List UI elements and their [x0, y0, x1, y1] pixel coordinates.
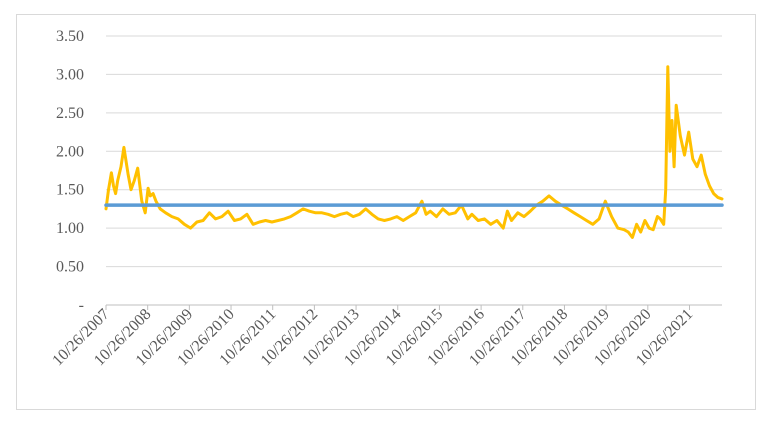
y-tick-label: 2.50	[56, 105, 84, 122]
y-tick-label: 1.50	[56, 182, 84, 199]
y-tick-label: 3.50	[56, 28, 84, 45]
y-tick-label: 3.00	[56, 66, 84, 83]
y-tick-label: -	[79, 297, 84, 314]
grid-lines	[106, 35, 722, 306]
series-lines	[104, 65, 724, 239]
chart-frame	[16, 14, 756, 410]
y-tick-label: 0.50	[56, 259, 84, 276]
x-axis: 10/26/200710/26/200810/26/200910/26/2010…	[49, 305, 696, 369]
y-axis: - 0.50 1.00 1.50 2.00 2.50 3.00 3.50	[56, 28, 84, 314]
series-line-ratio	[104, 65, 724, 239]
y-tick-label: 2.00	[56, 143, 84, 160]
y-tick-label: 1.00	[56, 220, 84, 237]
